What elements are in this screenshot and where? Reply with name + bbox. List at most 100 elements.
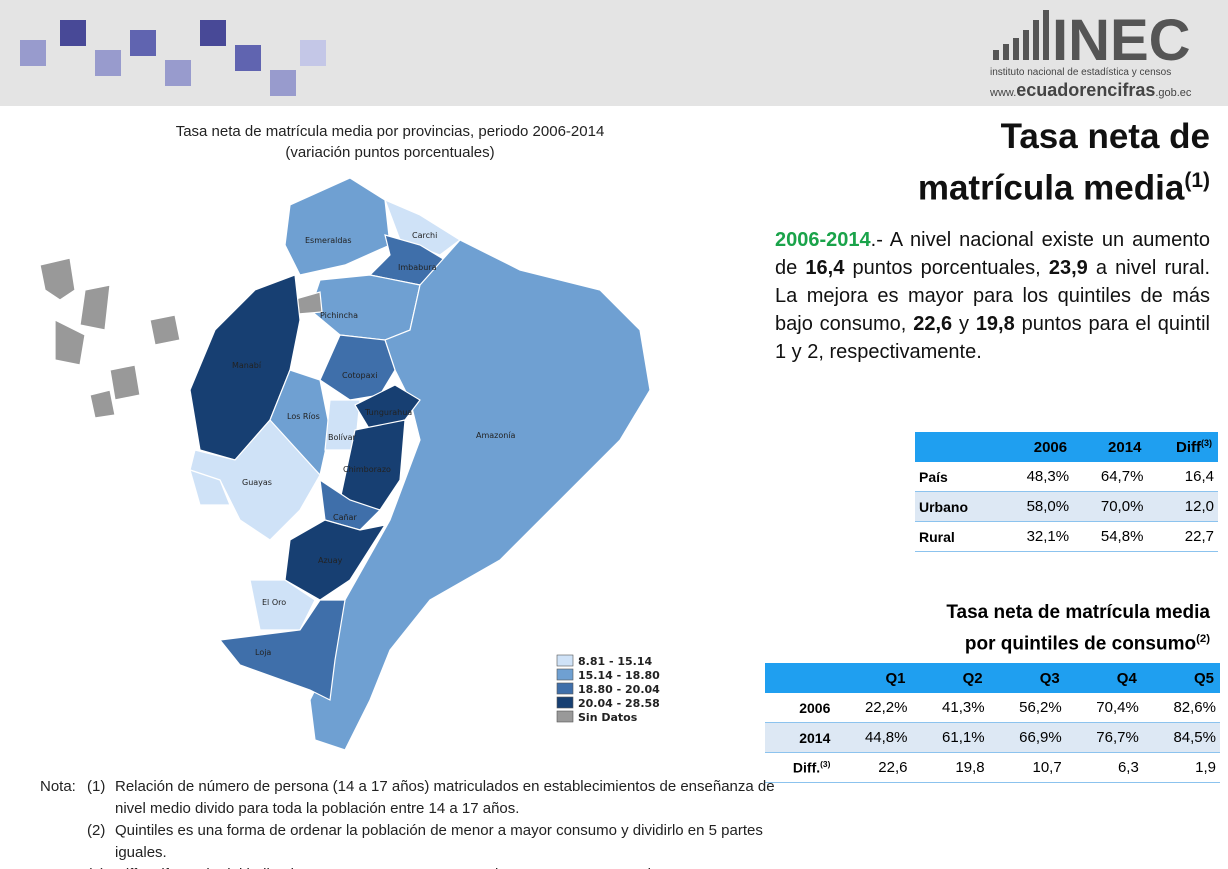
note-label: Nota:	[40, 778, 76, 795]
table-cell: 12,0	[1147, 491, 1218, 522]
province-label: Carchi	[412, 231, 437, 240]
province-label: Cotopaxi	[342, 371, 377, 380]
legend-swatch	[556, 710, 574, 723]
table-cell: 22,7	[1147, 521, 1218, 552]
table-cell: 19,8	[911, 752, 989, 783]
table-cell: 64,7%	[1073, 462, 1148, 492]
text-run: 23,9	[1048, 257, 1088, 279]
row-header: 2014	[765, 722, 835, 753]
row-label: 2006	[799, 699, 831, 716]
column-header: Diff(3)	[1147, 432, 1218, 462]
table-row: 2006 22,2% 41,3% 56,2% 70,4% 82,6%	[765, 693, 1220, 723]
row-label: País	[919, 468, 948, 485]
table-area: 2006 2014 Diff(3) País 48,3% 64,7% 16,4 Urbano 5…	[915, 432, 1218, 552]
header-band: INEC instituto nacional de estadística y…	[0, 0, 1228, 106]
province-label: Loja	[255, 648, 271, 657]
note-marker: (1)	[87, 778, 106, 795]
text-run: 16,4	[805, 257, 845, 279]
text-run: a nivel rural. La mejora es mayor para l…	[775, 257, 1211, 335]
row-header: 2006	[765, 693, 835, 723]
province-label: Esmeraldas	[305, 236, 352, 245]
note-item: (2) Quintiles es una forma de ordenar la …	[40, 820, 780, 864]
table-cell: 76,7%	[1065, 722, 1143, 753]
column-label: Diff	[1176, 439, 1201, 456]
province-labels: Esmeraldas Carchi Imbabura Pichincha Manabí C…	[232, 231, 516, 657]
table-cell: 84,5%	[1142, 722, 1220, 753]
row-label: Diff.	[792, 759, 821, 776]
url-suffix: .gob.ec	[1155, 87, 1192, 99]
legend-label: 8.81 - 15.14	[578, 655, 653, 668]
header-corner	[765, 663, 835, 693]
text-run: 2006-2014	[775, 229, 871, 251]
province-label: Cañar	[333, 513, 357, 522]
column-label: Q5	[1193, 669, 1214, 687]
map-subtitle: (variación puntos porcentuales)	[285, 144, 495, 161]
map-title: Tasa neta de matrícula media por provinc…	[175, 123, 605, 140]
table-cell: 56,2%	[988, 693, 1066, 723]
province-label: Pichincha	[320, 311, 358, 320]
legend-label: Sin Datos	[578, 711, 638, 724]
note-item: Nota: (1) Relación de número de persona (1…	[40, 776, 780, 820]
text-run: 19,8	[975, 313, 1015, 335]
province-label: Chimborazo	[343, 465, 391, 474]
column-header: Q2	[911, 663, 989, 693]
province-label: Imbabura	[398, 263, 437, 272]
column-label: Q3	[1039, 669, 1060, 687]
column-header: 2006	[998, 432, 1074, 462]
title-line2-wrap: matrícula media(1)	[780, 159, 1210, 211]
summary-text: 2006-2014.- A nivel nacional existe un a…	[775, 226, 1210, 366]
column-label: Q1	[885, 669, 906, 687]
column-label: 2006	[1033, 438, 1068, 456]
note-marker: (2)	[87, 822, 106, 839]
legend-label: 20.04 - 28.58	[578, 697, 660, 710]
table2-title: Tasa neta de matrícula media por quintil…	[760, 600, 1210, 657]
province-label: Tungurahua	[364, 408, 412, 417]
province-label: Manabí	[232, 361, 262, 370]
column-label: Q2	[962, 669, 983, 687]
table-cell: 16,4	[1147, 462, 1218, 492]
row-header: Rural	[915, 521, 999, 552]
table-cell: 58,0%	[998, 491, 1074, 522]
text-run: .- A nivel nacional existe un aumento de	[775, 229, 1210, 279]
column-header: Q3	[988, 663, 1066, 693]
notes: Nota: (1) Relación de número de persona (1…	[40, 776, 780, 869]
table-cell: 32,1%	[998, 521, 1074, 552]
column-label: 2014	[1108, 438, 1142, 456]
table-cell: 44,8%	[834, 722, 912, 753]
table-cell: 61,1%	[911, 722, 989, 753]
text-run: puntos porcentuales,	[844, 257, 1049, 279]
table2-title-line1: Tasa neta de matrícula media	[946, 602, 1210, 623]
table-cell: 41,3%	[911, 693, 989, 723]
column-note: (3)	[1201, 438, 1212, 448]
table-row: Urbano 58,0% 70,0% 12,0	[915, 491, 1218, 522]
legend-label: 15.14 - 18.80	[578, 669, 660, 682]
title-line2: matrícula media	[917, 168, 1185, 208]
table2-title-line2-wrap: por quintiles de consumo(2)	[760, 626, 1210, 657]
header-row: 2006 2014 Diff(3)	[915, 432, 1218, 462]
legend-swatch	[556, 696, 574, 709]
text-run: 22,6	[913, 313, 953, 335]
note-item: (3)Diff.- Diferencia del indicador entre…	[40, 864, 780, 869]
column-header: 2014	[1073, 432, 1148, 462]
table-row: Rural 32,1% 54,8% 22,7	[915, 521, 1218, 552]
table2-title-line2: por quintiles de consumo	[964, 633, 1197, 655]
note-text: Diff.- Diferencia del indicador entre 20…	[115, 864, 671, 869]
table-cell: 10,7	[988, 752, 1066, 783]
province-label: Los Ríos	[287, 412, 320, 421]
table-cell: 22,2%	[834, 693, 912, 723]
logo: INEC	[1052, 8, 1191, 73]
legend-swatch	[556, 654, 574, 667]
header-row: Q1 Q2 Q3 Q4 Q5	[765, 663, 1220, 693]
row-header: Diff.(3)	[765, 752, 835, 783]
map-heading: Tasa neta de matrícula media por provinc…	[80, 121, 700, 163]
url: www.ecuadorencifras.gob.ec	[989, 80, 1192, 100]
note-marker: (3)	[87, 864, 115, 869]
province-label: Guayas	[242, 478, 272, 487]
column-header: Q4	[1065, 663, 1143, 693]
row-header: País	[915, 462, 999, 492]
table-quintiles: Q1 Q2 Q3 Q4 Q5 2006 22,2% 41,3% 56,2% 70,4% 82,6% 2…	[765, 663, 1220, 783]
province-label: Azuay	[318, 556, 343, 565]
note-text: Quintiles es una forma de ordenar la pob…	[115, 822, 763, 861]
table-cell: 54,8%	[1073, 521, 1148, 552]
